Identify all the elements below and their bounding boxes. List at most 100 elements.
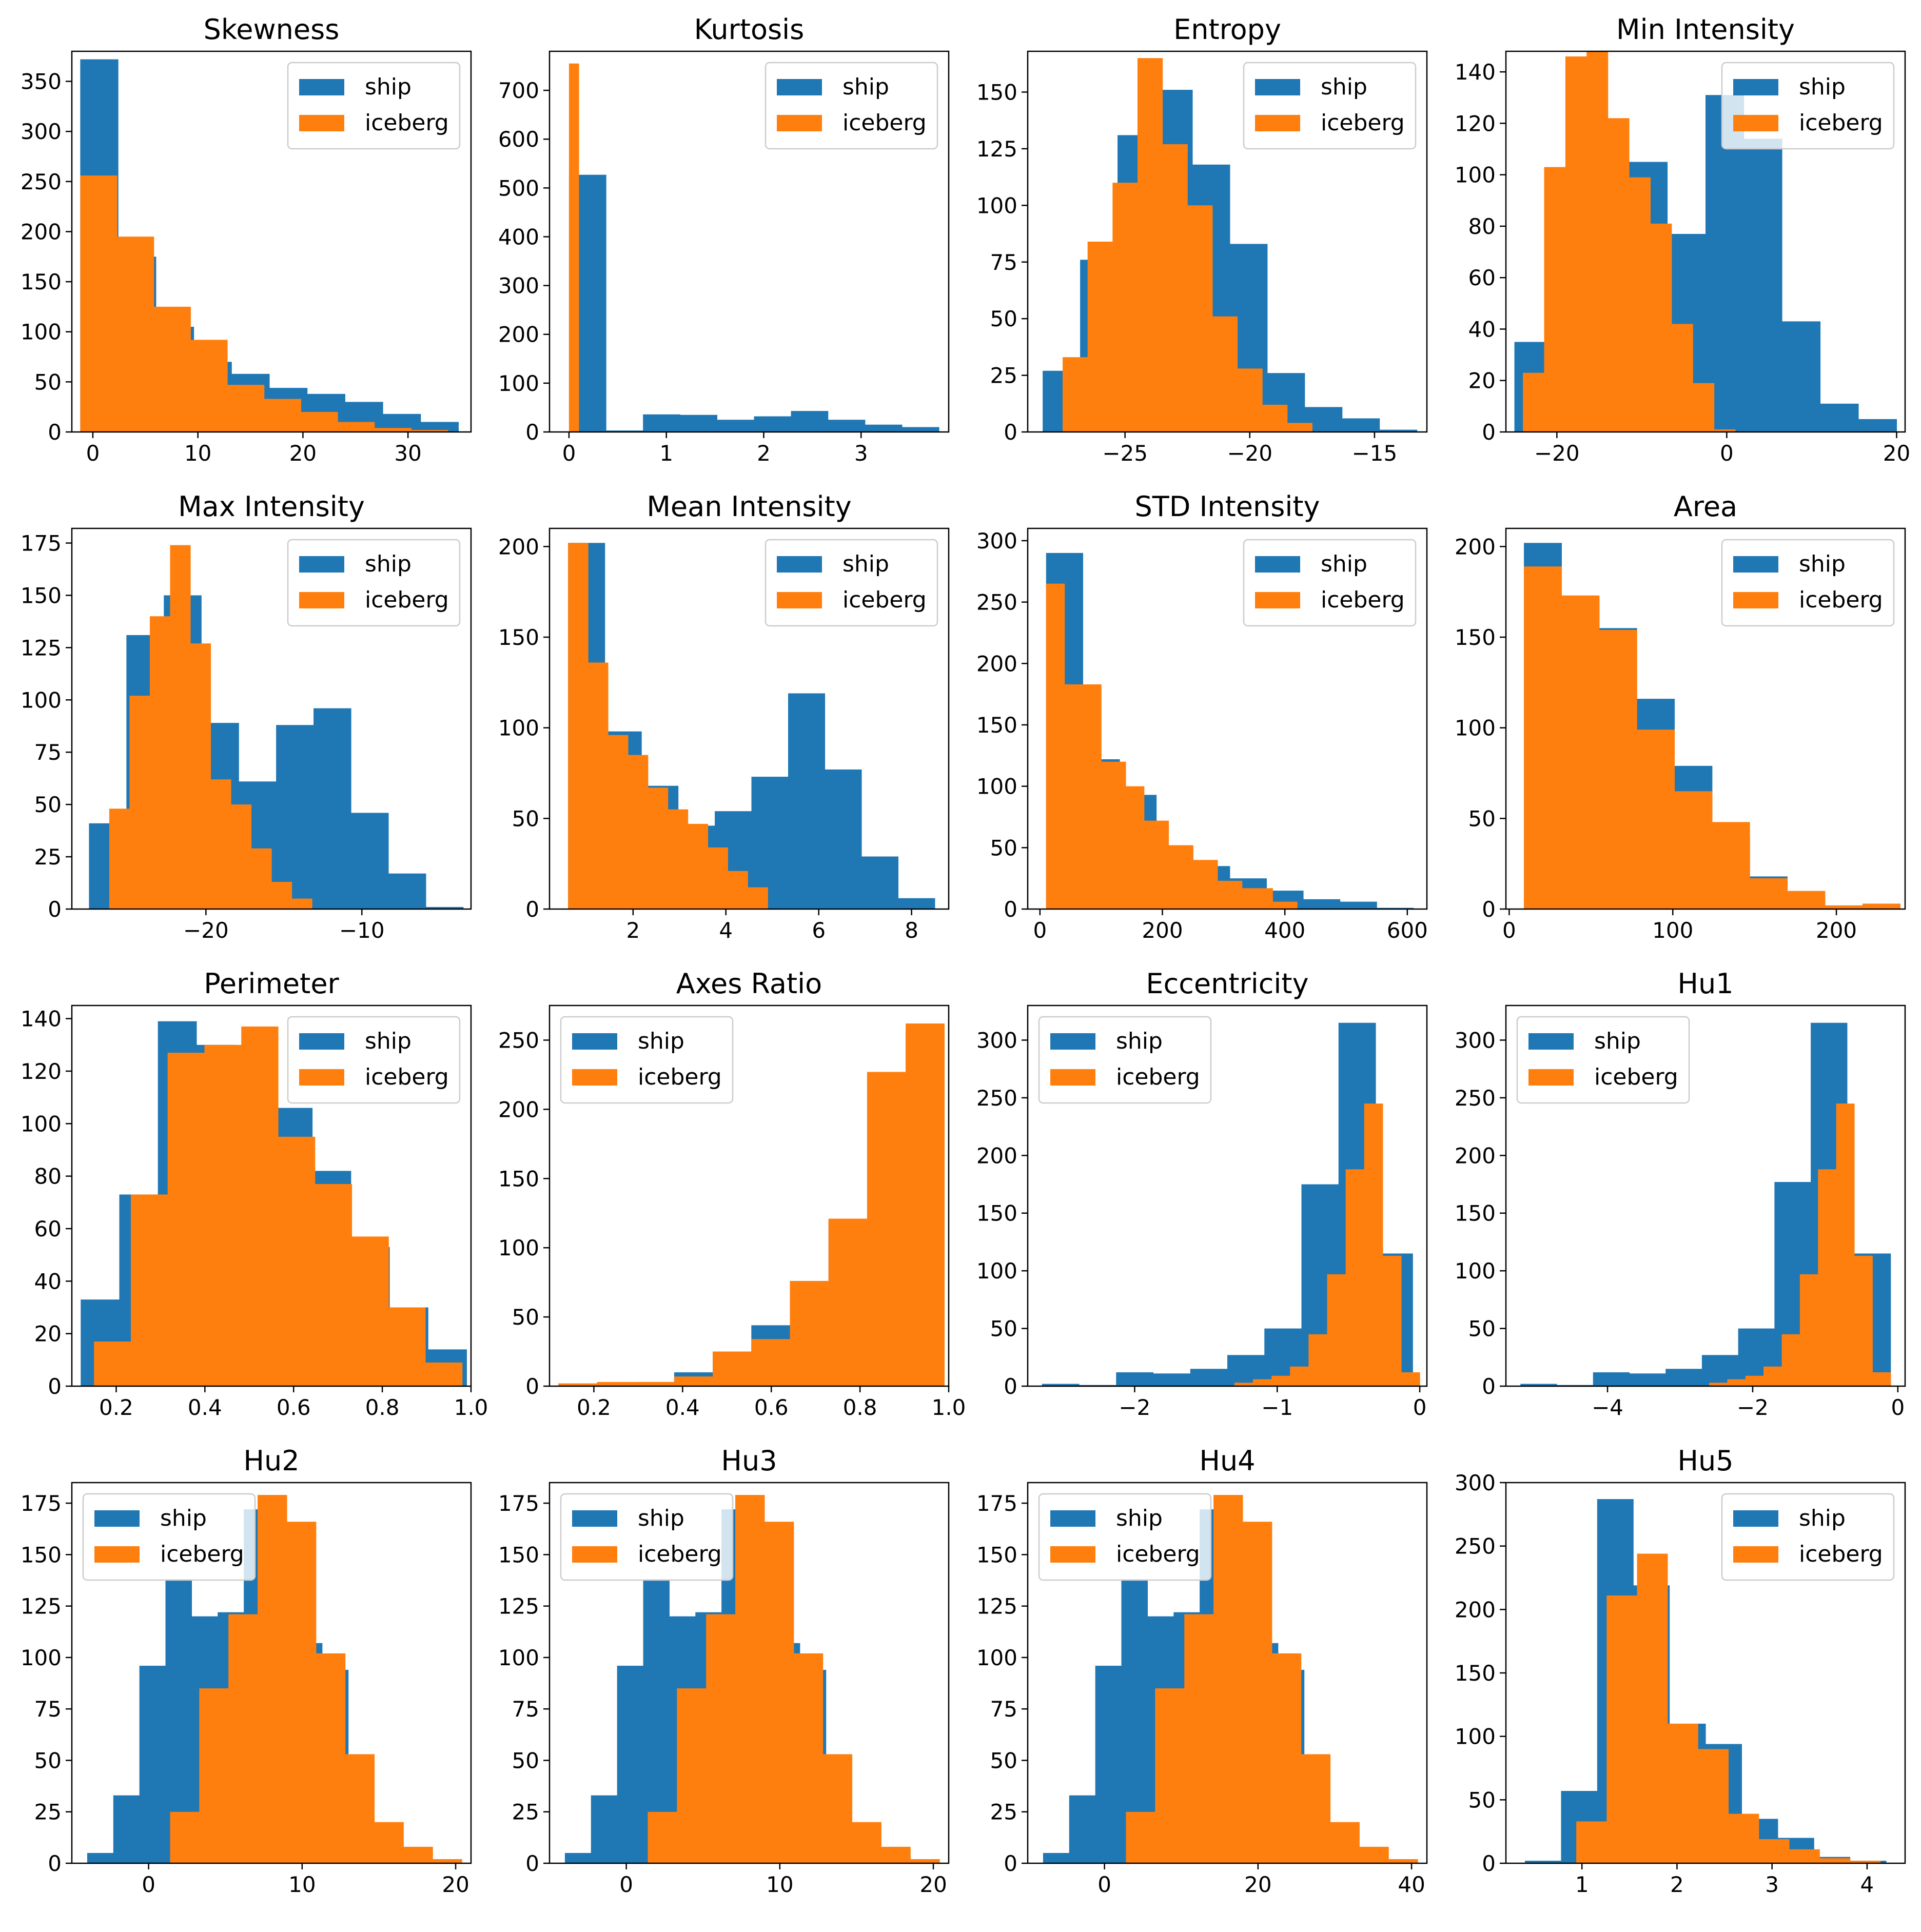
chart-title-entropy: Entropy [1173, 13, 1281, 46]
bar-iceberg-min-intensity-9 [1714, 429, 1736, 432]
bar-iceberg-std-intensity-2 [1101, 761, 1126, 909]
bar-ship-mean-intensity-5 [751, 777, 789, 909]
bar-iceberg-eccentricity-6 [1345, 1169, 1365, 1386]
bar-iceberg-axes-ratio-2 [635, 1382, 675, 1386]
bar-iceberg-std-intensity-3 [1125, 786, 1145, 909]
xtick-label-hu2-2: 20 [442, 1872, 469, 1897]
bar-ship-min-intensity-9 [1858, 419, 1897, 432]
legend-label-iceberg-mean-intensity: iceberg [842, 587, 927, 613]
ytick-label-axes-ratio-5: 250 [498, 1028, 539, 1053]
bar-iceberg-hu5-3 [1667, 1723, 1698, 1863]
ytick-label-hu4-6: 150 [976, 1542, 1017, 1567]
legend-swatch-iceberg-hu4 [1050, 1546, 1095, 1563]
xtick-label-min-intensity-1: 0 [1720, 441, 1734, 466]
bar-iceberg-hu3-1 [677, 1688, 707, 1863]
bar-iceberg-mean-intensity-1 [588, 662, 609, 909]
ytick-label-hu3-4: 100 [498, 1645, 539, 1670]
xtick-label-mean-intensity-3: 8 [905, 918, 918, 943]
bar-ship-max-intensity-9 [425, 906, 464, 909]
xtick-label-std-intensity-2: 400 [1264, 918, 1305, 943]
ytick-label-std-intensity-2: 100 [976, 774, 1017, 799]
ytick-label-skewness-4: 200 [21, 219, 62, 244]
ytick-label-mean-intensity-4: 200 [498, 534, 539, 559]
ytick-label-hu1-1: 50 [1468, 1316, 1496, 1342]
bar-iceberg-skewness-9 [411, 430, 448, 432]
xtick-label-perimeter-2: 0.6 [277, 1395, 311, 1420]
chart-title-hu2: Hu2 [243, 1445, 299, 1477]
bar-ship-hu2-2 [139, 1665, 166, 1863]
bar-iceberg-perimeter-9 [425, 1362, 463, 1386]
ytick-label-axes-ratio-3: 150 [498, 1166, 539, 1191]
legend-swatch-iceberg-std-intensity [1255, 592, 1300, 608]
bar-ship-max-intensity-7 [350, 813, 389, 909]
bar-iceberg-max-intensity-1 [129, 696, 150, 909]
ytick-label-kurtosis-6: 600 [498, 127, 539, 152]
legend-label-iceberg-max-intensity: iceberg [365, 587, 449, 613]
ytick-label-entropy-5: 125 [976, 136, 1017, 162]
bar-ship-mean-intensity-8 [861, 856, 898, 909]
bar-iceberg-std-intensity-6 [1193, 860, 1218, 909]
legend-hu4: ship iceberg [1038, 1493, 1212, 1581]
ytick-label-hu3-2: 50 [512, 1748, 539, 1773]
xtick-label-hu4-0: 0 [1097, 1872, 1111, 1897]
bar-iceberg-area-4 [1674, 791, 1713, 909]
ytick-label-min-intensity-6: 120 [1455, 111, 1496, 136]
bar-ship-hu4-0 [1043, 1852, 1070, 1863]
ytick-label-eccentricity-5: 250 [976, 1086, 1017, 1111]
axes-frame-entropy [1027, 50, 1428, 433]
ytick-label-kurtosis-1: 100 [498, 371, 539, 396]
bar-iceberg-mean-intensity-8 [728, 871, 748, 909]
ytick-label-hu5-2: 100 [1455, 1724, 1496, 1749]
legend-swatch-iceberg-hu1 [1528, 1069, 1574, 1086]
bar-ship-eccentricity-3 [1153, 1373, 1191, 1386]
bar-iceberg-hu3-6 [822, 1754, 853, 1863]
ytick-label-hu2-1: 25 [34, 1800, 62, 1825]
bar-iceberg-area-6 [1750, 878, 1788, 909]
ytick-label-std-intensity-4: 200 [976, 651, 1017, 676]
bar-iceberg-hu5-1 [1606, 1595, 1638, 1863]
bar-ship-hu3-2 [617, 1665, 644, 1863]
bar-iceberg-area-2 [1599, 629, 1637, 909]
legend-swatch-ship-hu1 [1528, 1033, 1574, 1050]
bar-iceberg-hu3-7 [852, 1822, 881, 1863]
bar-iceberg-perimeter-3 [204, 1044, 242, 1386]
bar-iceberg-hu3-9 [910, 1859, 940, 1863]
legend-swatch-ship-hu3 [572, 1510, 617, 1527]
bar-ship-hu2-1 [113, 1795, 140, 1863]
xtick-label-hu4-1: 20 [1244, 1872, 1271, 1897]
ytick-label-eccentricity-3: 150 [976, 1201, 1017, 1226]
legend-swatch-ship-kurtosis [777, 79, 822, 95]
xtick-label-std-intensity-3: 600 [1387, 918, 1428, 943]
xtick-label-max-intensity-1: −10 [339, 918, 385, 943]
bar-iceberg-skewness-0 [80, 175, 117, 432]
bar-iceberg-std-intensity-7 [1217, 880, 1243, 909]
bar-iceberg-hu5-4 [1698, 1749, 1729, 1863]
legend-swatch-ship-hu4 [1050, 1510, 1095, 1527]
legend-swatch-ship-perimeter [299, 1033, 344, 1050]
ytick-label-hu2-2: 50 [34, 1748, 62, 1773]
bar-ship-eccentricity-0 [1042, 1384, 1080, 1386]
bar-ship-hu1-0 [1520, 1384, 1557, 1386]
bar-iceberg-eccentricity-0 [1234, 1383, 1253, 1386]
bar-ship-entropy-8 [1342, 418, 1380, 432]
xtick-label-skewness-2: 20 [289, 441, 317, 466]
bar-ship-kurtosis-3 [680, 415, 717, 432]
bars-axes-ratio [558, 1023, 945, 1386]
axes-frame-axes-ratio [548, 1004, 950, 1387]
legend-swatch-ship-std-intensity [1255, 556, 1300, 573]
bar-ship-hu1-4 [1665, 1369, 1702, 1386]
axes-frame-mean-intensity [548, 527, 950, 910]
bar-iceberg-hu4-0 [1126, 1811, 1155, 1863]
legend-hu3: ship iceberg [560, 1493, 734, 1581]
bar-iceberg-hu4-3 [1213, 1495, 1243, 1863]
ytick-label-max-intensity-7: 175 [21, 531, 62, 556]
legend-swatch-iceberg-min-intensity [1733, 115, 1778, 131]
ytick-label-hu5-5: 250 [1455, 1534, 1496, 1559]
bar-iceberg-hu5-6 [1758, 1839, 1790, 1863]
bar-iceberg-min-intensity-8 [1693, 383, 1715, 432]
panel-perimeter: Perimeter 0 20 40 60 80 100 120 140 0.2 0.4 0.6 0.8 1… [21, 968, 488, 1420]
axes-frame-kurtosis [548, 50, 950, 433]
axes-frame-area [1505, 527, 1906, 910]
ytick-label-entropy-1: 25 [990, 363, 1017, 388]
bar-iceberg-hu1-9 [1872, 1372, 1891, 1386]
